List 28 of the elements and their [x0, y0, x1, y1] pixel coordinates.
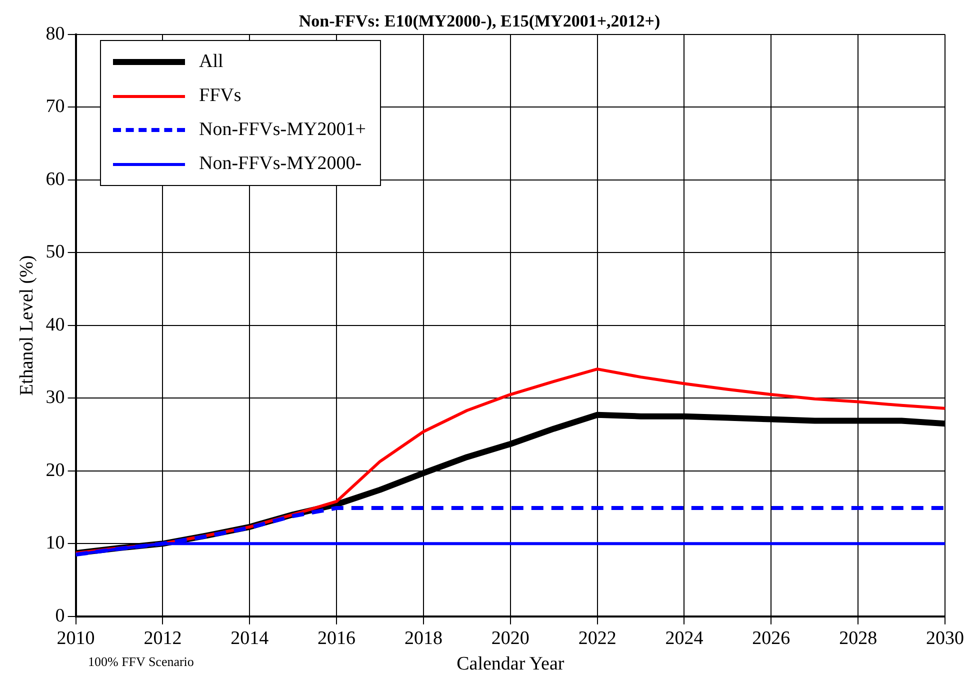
y-tick-label: 70	[46, 96, 65, 118]
y-tick-label: 20	[46, 460, 65, 481]
x-tick-label: 2016	[318, 628, 356, 649]
y-tick-label: 50	[46, 242, 65, 263]
x-tick-label: 2028	[839, 628, 878, 649]
x-tick-label: 2022	[578, 628, 616, 649]
y-tick-label: 10	[46, 532, 65, 554]
x-tick-label: 2012	[144, 628, 182, 649]
y-tick-label: 80	[46, 23, 65, 44]
legend-label: Non-FFVs-MY2001+	[199, 119, 366, 141]
x-tick-label: 2014	[230, 628, 270, 649]
x-axis-title: Calendar Year	[456, 654, 565, 675]
x-tick-label: 2010	[56, 628, 95, 649]
y-tick-label: 40	[46, 314, 65, 336]
y-axis-title: Ethanol Level (%)	[16, 255, 38, 396]
x-tick-label: 2030	[926, 628, 964, 649]
chart-title: Non-FFVs: E10(MY2000-), E15(MY2001+,2012+)	[298, 12, 660, 31]
x-tick-label: 2020	[491, 628, 530, 649]
legend-label: All	[199, 51, 224, 73]
y-tick-label: 60	[46, 168, 65, 190]
y-tick-label: 0	[55, 605, 65, 626]
x-tick-label: 2026	[752, 628, 790, 649]
y-tick-label: 30	[46, 387, 65, 408]
x-tick-label: 2024	[665, 628, 704, 649]
text: 100% FFV Scenario	[88, 654, 194, 670]
x-tick-label: 2018	[404, 628, 442, 649]
legend-label: FFVs	[199, 85, 242, 107]
legend-label: Non-FFVs-MY2000-	[199, 153, 362, 175]
